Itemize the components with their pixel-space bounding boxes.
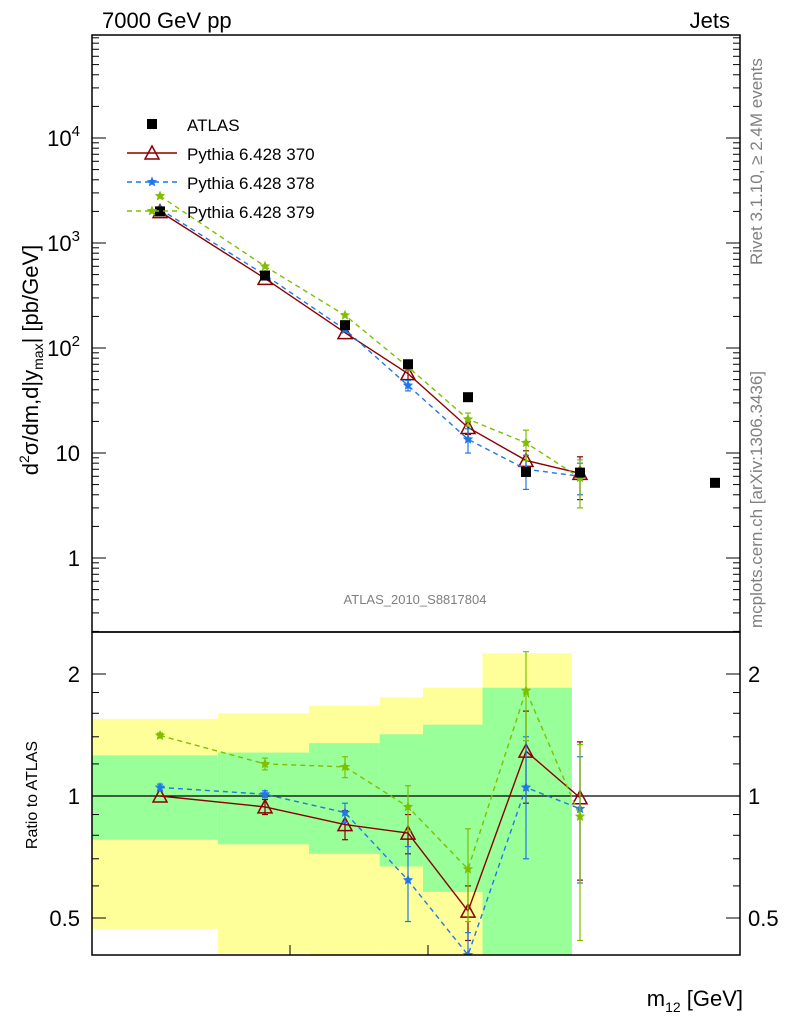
mcplots-label: mcplots.cern.ch [arXiv:1306.3436] — [747, 371, 766, 628]
ratio-y-tick-label-right: 0.5 — [748, 906, 779, 931]
ratio-panel-frame — [91, 631, 741, 956]
legend-marker — [143, 144, 161, 160]
main-panel-marks — [151, 190, 720, 509]
rivet-label: Rivet 3.1.10, ≥ 2.4M events — [747, 58, 766, 265]
ratio-uncertainty-bands — [92, 653, 740, 955]
main-series-point — [399, 365, 417, 381]
ratio-series-point — [259, 758, 271, 769]
atlas-data-point — [340, 320, 350, 331]
ratio-band-green — [482, 687, 572, 955]
ratio-series-point — [462, 863, 474, 874]
atlas-data-point — [710, 477, 720, 488]
ratio-y-tick-label-left: 2 — [68, 662, 80, 687]
main-series-point — [154, 190, 166, 201]
tick-exponent: 4 — [72, 123, 80, 140]
ratio-series-point — [520, 781, 532, 792]
ratio-y-tick-label-right: 2 — [748, 662, 760, 687]
atlas-data-point — [463, 392, 473, 403]
ratio-series-point — [151, 787, 169, 803]
main-series-line — [159, 211, 581, 475]
ratio-series-point — [520, 685, 532, 695]
ratio-series-point — [336, 816, 354, 832]
ratio-series-point — [339, 761, 351, 772]
atlas-data-point — [575, 467, 585, 478]
ratio-series-point — [399, 824, 417, 840]
atlas-data-point — [403, 359, 413, 370]
legend-label: Pythia 6.428 379 — [187, 203, 315, 222]
main-y-tick-label: 10 — [56, 441, 80, 466]
ratio-band-green — [423, 724, 483, 892]
legend-label: Pythia 6.428 370 — [187, 145, 315, 164]
ratio-series-point — [402, 801, 414, 812]
legend-marker — [147, 119, 157, 129]
ratio-y-axis-label: Ratio to ATLAS — [24, 741, 41, 849]
axes: 1 10 102 103 104 0.5 0.5 1 1 2 2 — [47, 34, 779, 956]
legend: ATLAS Pythia 6.428 370 Pythia 6.428 378 Pyt… — [127, 116, 315, 222]
ratio-series-point — [154, 730, 166, 740]
main-series-point — [402, 379, 414, 390]
ratio-panel-marks — [151, 651, 589, 955]
legend-marker — [146, 176, 158, 187]
main-y-tick-label: 104 — [47, 123, 80, 151]
main-series-line — [159, 208, 581, 477]
tick-exponent: 2 — [72, 333, 80, 350]
header-left: 7000 GeV pp — [102, 8, 232, 33]
ratio-band-green — [309, 743, 380, 854]
atlas-data-point — [521, 466, 531, 477]
ratio-series-point — [339, 807, 351, 817]
main-series-point — [520, 437, 532, 448]
atlas-data-point — [155, 206, 165, 217]
main-series-line — [159, 195, 581, 479]
main-series-point — [259, 260, 271, 271]
main-y-tick-label: 103 — [47, 228, 80, 256]
ratio-y-tick-label-left: 1 — [68, 784, 80, 809]
main-y-tick-label: 1 — [68, 546, 80, 571]
main-y-tick-label: 102 — [47, 333, 80, 361]
ratio-band-green — [379, 734, 423, 867]
ratio-y-tick-label-right: 1 — [748, 784, 760, 809]
ratio-y-tick-label-left: 0.5 — [49, 906, 80, 931]
ratio-series-point — [574, 811, 586, 821]
x-axis-label: m12 [GeV] — [647, 986, 743, 1015]
main-series-point — [462, 413, 474, 424]
main-series-point — [339, 309, 351, 320]
atlas-data-point — [260, 270, 270, 281]
legend-marker — [146, 205, 158, 216]
ratio-band-green — [217, 752, 309, 845]
main-series-point — [462, 433, 474, 444]
legend-label: ATLAS — [187, 116, 240, 135]
ratio-series-point — [154, 781, 166, 792]
header-right: Jets — [690, 8, 730, 33]
legend-label: Pythia 6.428 378 — [187, 174, 315, 193]
tick-exponent: 3 — [72, 228, 80, 245]
ratio-series-point — [256, 798, 274, 814]
analysis-watermark: ATLAS_2010_S8817804 — [344, 592, 487, 607]
main-y-axis-label: d2σ/dm,d|ymax| [pb/GeV] — [16, 245, 46, 475]
ratio-series-point — [259, 788, 271, 799]
svg-text:d2σ/dm,d|ymax| [pb/GeV]: d2σ/dm,d|ymax| [pb/GeV] — [16, 245, 46, 475]
ratio-series-point — [462, 949, 474, 955]
ratio-series-point — [402, 874, 414, 885]
